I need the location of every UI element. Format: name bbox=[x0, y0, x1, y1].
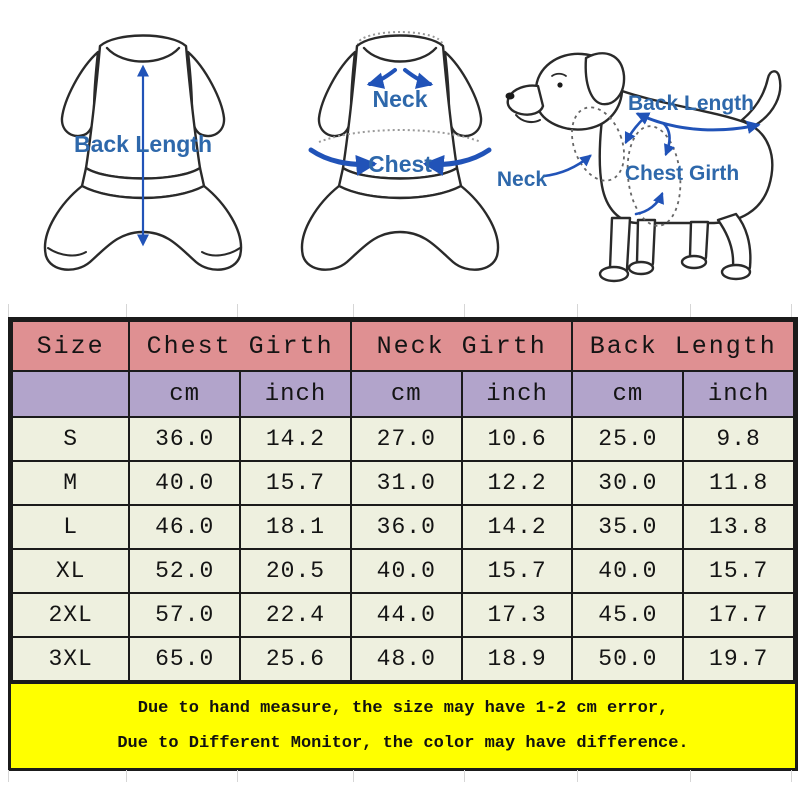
table-units-row: cm inch cm inch cm inch bbox=[10, 370, 795, 418]
value-cell: 20.5 bbox=[239, 548, 352, 594]
dog-chest-girth-label: Chest Girth bbox=[625, 162, 739, 185]
back-view-back-length-label: Back Length bbox=[74, 131, 212, 157]
measurement-diagrams: Back Length Neck bbox=[0, 0, 800, 305]
value-cell: 27.0 bbox=[349, 416, 463, 462]
table-row-2xl: 2XL 57.0 22.4 44.0 17.3 45.0 17.7 bbox=[10, 592, 795, 638]
value-cell: 14.2 bbox=[239, 416, 352, 462]
value-cell: 15.7 bbox=[682, 548, 795, 594]
value-cell: 25.6 bbox=[239, 636, 352, 682]
size-cell: XL bbox=[10, 548, 131, 594]
value-cell: 13.8 bbox=[682, 504, 795, 550]
value-cell: 9.8 bbox=[682, 416, 795, 462]
front-view-neck-label: Neck bbox=[373, 86, 428, 112]
value-cell: 10.6 bbox=[460, 416, 574, 462]
value-cell: 12.2 bbox=[460, 460, 574, 506]
size-cell: M bbox=[10, 460, 131, 506]
value-cell: 52.0 bbox=[128, 548, 242, 594]
value-cell: 45.0 bbox=[571, 592, 685, 638]
value-cell: 11.8 bbox=[682, 460, 795, 506]
garment-front-view-diagram: Neck Chest bbox=[300, 31, 500, 271]
value-cell: 36.0 bbox=[349, 504, 463, 550]
garment-back-view-diagram: Back Length bbox=[43, 34, 243, 271]
front-view-chest-label: Chest bbox=[368, 151, 432, 177]
value-cell: 44.0 bbox=[349, 592, 463, 638]
value-cell: 35.0 bbox=[571, 504, 685, 550]
col-header-size: Size bbox=[10, 320, 131, 372]
value-cell: 57.0 bbox=[128, 592, 242, 638]
value-cell: 17.3 bbox=[460, 592, 574, 638]
table-row-xl: XL 52.0 20.5 40.0 15.7 40.0 15.7 bbox=[10, 548, 795, 594]
disclaimer-line-2: Due to Different Monitor, the color may … bbox=[117, 733, 689, 753]
size-cell: L bbox=[10, 504, 131, 550]
disclaimer-banner: Due to hand measure, the size may have 1… bbox=[11, 682, 795, 768]
table-header-row: Size Chest Girth Neck Girth Back Length bbox=[10, 320, 795, 372]
value-cell: 65.0 bbox=[128, 636, 242, 682]
size-cell: 3XL bbox=[10, 636, 131, 682]
unit-header: cm bbox=[349, 370, 463, 418]
value-cell: 40.0 bbox=[349, 548, 463, 594]
chest-arrows bbox=[308, 147, 492, 176]
table-row-m: M 40.0 15.7 31.0 12.2 30.0 11.8 bbox=[10, 460, 795, 506]
value-cell: 17.7 bbox=[682, 592, 795, 638]
value-cell: 25.0 bbox=[571, 416, 685, 462]
dog-measure-arrows bbox=[542, 112, 761, 216]
unit-header: cm bbox=[571, 370, 685, 418]
value-cell: 48.0 bbox=[349, 636, 463, 682]
value-cell: 36.0 bbox=[128, 416, 242, 462]
value-cell: 22.4 bbox=[239, 592, 352, 638]
value-cell: 19.7 bbox=[682, 636, 795, 682]
value-cell: 46.0 bbox=[128, 504, 242, 550]
size-sheet: Size Chest Girth Neck Girth Back Length … bbox=[8, 317, 798, 771]
unit-header: inch bbox=[460, 370, 574, 418]
col-header-neck-girth: Neck Girth bbox=[349, 320, 574, 372]
value-cell: 15.7 bbox=[239, 460, 352, 506]
unit-header: inch bbox=[239, 370, 352, 418]
table-row-l: L 46.0 18.1 36.0 14.2 35.0 13.8 bbox=[10, 504, 795, 550]
neck-arrows bbox=[366, 68, 434, 89]
size-cell: S bbox=[10, 416, 131, 462]
dog-side-view-diagram: Back Length Neck Chest Girth bbox=[497, 52, 782, 283]
value-cell: 40.0 bbox=[571, 548, 685, 594]
value-cell: 50.0 bbox=[571, 636, 685, 682]
dog-back-length-label: Back Length bbox=[628, 92, 754, 115]
value-cell: 14.2 bbox=[460, 504, 574, 550]
unit-header: cm bbox=[128, 370, 242, 418]
col-header-chest-girth: Chest Girth bbox=[128, 320, 352, 372]
value-cell: 30.0 bbox=[571, 460, 685, 506]
gridline-stubs-bottom bbox=[8, 770, 792, 782]
value-cell: 31.0 bbox=[349, 460, 463, 506]
col-header-back-length: Back Length bbox=[571, 320, 795, 372]
disclaimer-line-1: Due to hand measure, the size may have 1… bbox=[137, 699, 669, 719]
table-row-3xl: 3XL 65.0 25.6 48.0 18.9 50.0 19.7 bbox=[10, 636, 795, 682]
table-row-s: S 36.0 14.2 27.0 10.6 25.0 9.8 bbox=[10, 416, 795, 462]
value-cell: 18.1 bbox=[239, 504, 352, 550]
gridline-stubs-top bbox=[8, 304, 792, 317]
units-empty-cell bbox=[10, 370, 131, 418]
value-cell: 40.0 bbox=[128, 460, 242, 506]
dog-neck-label: Neck bbox=[497, 168, 548, 191]
value-cell: 15.7 bbox=[460, 548, 574, 594]
size-table: Size Chest Girth Neck Girth Back Length … bbox=[10, 320, 795, 682]
size-cell: 2XL bbox=[10, 592, 131, 638]
value-cell: 18.9 bbox=[460, 636, 574, 682]
unit-header: inch bbox=[682, 370, 795, 418]
